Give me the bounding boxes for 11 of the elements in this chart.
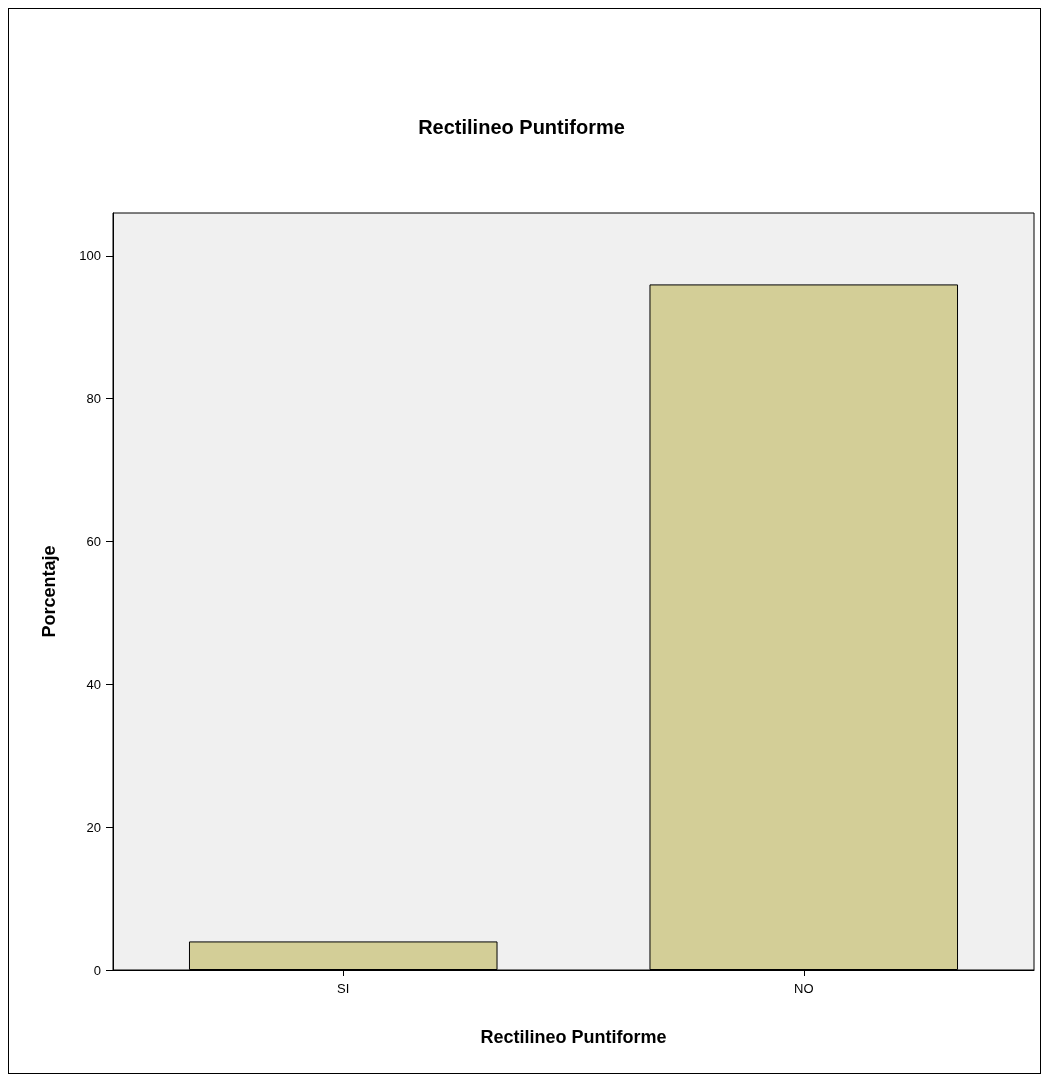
y-tick-label: 80 bbox=[86, 391, 101, 407]
chart-title: Rectilineo Puntiforme bbox=[418, 116, 625, 138]
x-axis-title: Rectilineo Puntiforme bbox=[480, 1027, 667, 1047]
y-tick-label: 40 bbox=[86, 676, 101, 692]
x-tick-label: SI bbox=[337, 981, 350, 996]
y-tick-label: 20 bbox=[86, 819, 101, 835]
y-tick-label: 0 bbox=[93, 962, 101, 978]
x-tick-label: NO bbox=[794, 981, 814, 996]
y-tick-label: 60 bbox=[86, 534, 101, 550]
y-axis-title: Porcentaje bbox=[39, 545, 59, 638]
y-tick-label: 100 bbox=[79, 248, 101, 264]
